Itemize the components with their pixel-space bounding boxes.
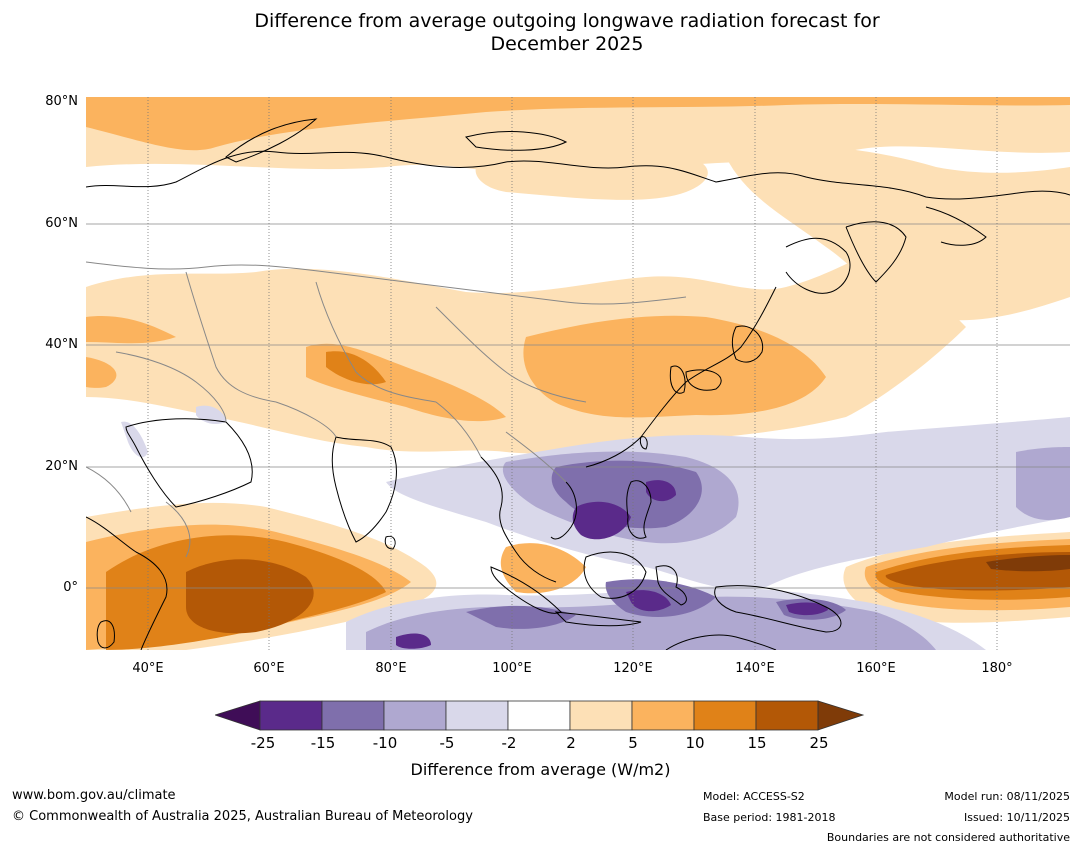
country-borders [86, 261, 687, 558]
colorbar-extend-low [213, 700, 261, 731]
chart-title: Difference from average outgoing longwav… [0, 10, 1081, 56]
footer-model-run: Model run: 08/11/2025 [944, 790, 1070, 803]
lon-label-80e: 80°E [375, 661, 407, 676]
anomaly-region [572, 501, 631, 540]
lon-label-160e: 160°E [856, 661, 896, 676]
anomaly-region [646, 480, 676, 502]
footer-base-period: Base period: 1981-2018 [703, 811, 836, 824]
colorbar-swatch [569, 700, 633, 731]
lon-label-120e: 120°E [613, 661, 653, 676]
footer-issued: Issued: 10/11/2025 [963, 811, 1070, 824]
legend-tick: -25 [250, 734, 276, 752]
anomaly-region [786, 602, 828, 616]
colorbar-swatch [507, 700, 571, 731]
legend-tick: 2 [566, 734, 576, 752]
anomaly-region [1016, 447, 1070, 520]
anomaly-region [86, 357, 117, 388]
colorbar-title: Difference from average (W/m2) [410, 760, 671, 779]
anomaly-region [396, 633, 431, 649]
lon-label-60e: 60°E [253, 661, 285, 676]
map-canvas [86, 97, 1070, 650]
colorbar-swatch [321, 700, 385, 731]
anomaly-region [86, 316, 176, 344]
legend-tick: 15 [747, 734, 767, 752]
anomaly-region [121, 421, 148, 458]
anomaly-region [500, 543, 586, 594]
anomaly-region [523, 315, 826, 418]
anomaly-region [86, 97, 1070, 151]
anomaly-region [466, 605, 576, 629]
coastlines [86, 118, 1070, 650]
colorbar [213, 700, 865, 731]
anomaly-region [726, 146, 1070, 321]
colorbar-swatch [693, 700, 757, 731]
anomaly-region [186, 559, 314, 634]
map-frame [86, 97, 1070, 650]
footer-copyright: © Commonwealth of Australia 2025, Austra… [12, 809, 473, 824]
legend-tick: -5 [439, 734, 455, 752]
graticule [86, 223, 1070, 589]
legend-tick: -15 [310, 734, 336, 752]
legend-tick: 10 [685, 734, 705, 752]
meridians [147, 97, 998, 650]
title-line-2: December 2025 [490, 33, 644, 55]
footer-disclaimer: Boundaries are not considered authoritat… [826, 831, 1070, 844]
legend-tick: 25 [809, 734, 829, 752]
legend-tick: -10 [372, 734, 398, 752]
olr-anomaly-map [86, 97, 1070, 650]
lon-label-100e: 100°E [492, 661, 532, 676]
colorbar-swatch [631, 700, 695, 731]
anomaly-region [986, 555, 1070, 572]
lat-label-20n: 20°N [45, 459, 78, 474]
colorbar-swatch [445, 700, 509, 731]
lat-label-0: 0° [63, 580, 78, 595]
colorbar-swatch [259, 700, 323, 731]
colorbar-extend-high [817, 700, 865, 731]
lat-label-40n: 40°N [45, 337, 78, 352]
legend-tick: -2 [501, 734, 517, 752]
footer-model: Model: ACCESS-S2 [703, 790, 805, 803]
colorbar-swatch [383, 700, 447, 731]
legend-tick: 5 [628, 734, 638, 752]
lon-label-180: 180° [981, 661, 1013, 676]
footer-url[interactable]: www.bom.gov.au/climate [12, 788, 176, 803]
lon-label-140e: 140°E [735, 661, 775, 676]
lat-label-60n: 60°N [45, 216, 78, 231]
lon-label-40e: 40°E [132, 661, 164, 676]
lat-label-80n: 80°N [45, 94, 78, 109]
title-line-1: Difference from average outgoing longwav… [254, 10, 880, 32]
colorbar-legend [213, 700, 867, 738]
anomaly-region [326, 351, 386, 385]
colorbar-swatch [755, 700, 819, 731]
anomaly-region [626, 590, 671, 612]
anomaly-region [475, 155, 708, 200]
